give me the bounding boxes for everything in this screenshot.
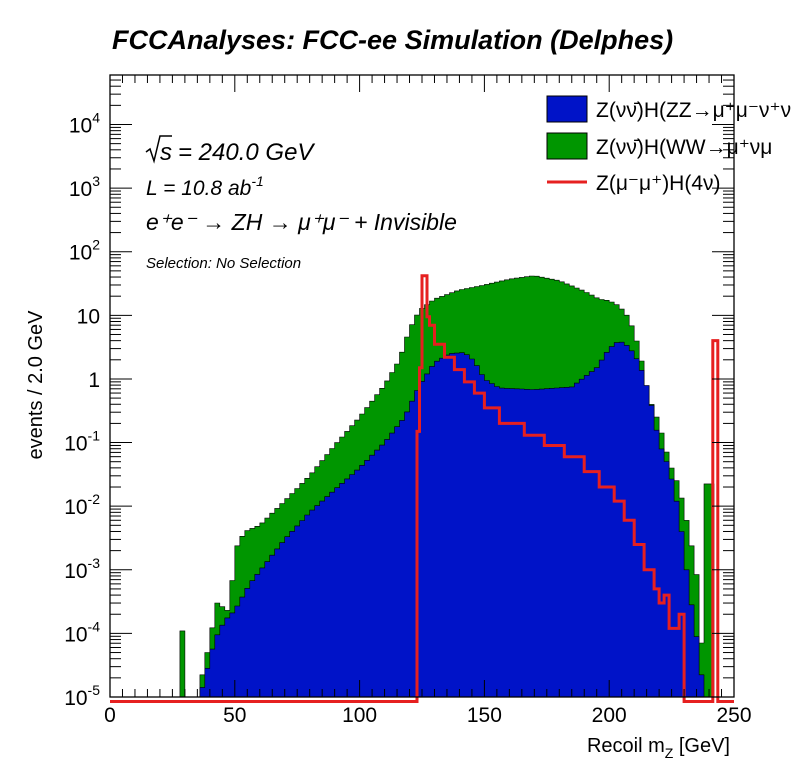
chart-title: FCCAnalyses: FCC-ee Simulation (Delphes)	[112, 25, 673, 55]
axis-ticks	[109, 74, 735, 698]
y-tick-label: 103	[69, 173, 100, 201]
luminosity-label: L = 10.8 ab-1	[146, 173, 264, 200]
x-tick-labels: 0 50 100 150 200 250	[104, 704, 751, 727]
y-axis-label: events / 2.0 GeV	[25, 310, 47, 460]
legend: Z(νν̄)H(ZZ→μ⁺μ⁻ν⁺ν Z(νν̄)H(WW→μ⁺νμ Z(μ⁻μ…	[546, 95, 791, 195]
legend-label-ww: Z(νν̄)H(WW→μ⁺νμ	[596, 136, 772, 159]
sqrt-symbol	[145, 135, 172, 164]
y-tick-label: 10-1	[64, 428, 100, 456]
legend-label-zz: Z(νν̄)H(ZZ→μ⁺μ⁻ν⁺ν	[596, 99, 791, 122]
y-tick-label: 10-5	[64, 682, 100, 710]
histogram-series	[110, 274, 734, 703]
legend-swatch-zz	[546, 95, 588, 123]
series-0-area	[184, 341, 709, 698]
sqrt-s-symbol: s	[160, 139, 172, 166]
x-tick-label: 200	[592, 704, 627, 727]
x-tick-label: 150	[467, 704, 502, 727]
y-tick-label: 104	[69, 109, 100, 137]
x-tick-label: 50	[223, 704, 246, 727]
x-tick-label: 0	[104, 704, 116, 727]
process-label: e⁺e⁻ → ZH → μ⁺μ⁻ + Invisible	[146, 209, 457, 235]
y-tick-label: 10-4	[64, 618, 100, 646]
x-tick-label: 250	[716, 704, 751, 727]
y-tick-label: 10-2	[64, 491, 100, 519]
y-tick-label: 102	[69, 237, 100, 265]
selection-label: Selection: No Selection	[146, 255, 301, 272]
legend-swatch-ww	[546, 132, 588, 160]
series-2-line	[110, 274, 734, 703]
y-tick-label: 10	[77, 305, 100, 328]
y-tick-labels: 10-5 10-4 10-3 10-2 10-1 1 10 102 103 104	[64, 109, 100, 710]
x-axis-label: Recoil mZ [GeV]	[587, 735, 730, 761]
x-tick-label: 100	[342, 704, 377, 727]
legend-label-4nu: Z(μ⁻μ⁺)H(4ν)	[596, 172, 721, 195]
annotations: s = 240.0 GeV L = 10.8 ab-1 e⁺e⁻ → ZH → …	[145, 135, 457, 272]
y-tick-label: 1	[88, 369, 100, 392]
y-tick-label: 10-3	[64, 555, 100, 583]
sqrt-s-value: = 240.0 GeV	[178, 139, 315, 166]
